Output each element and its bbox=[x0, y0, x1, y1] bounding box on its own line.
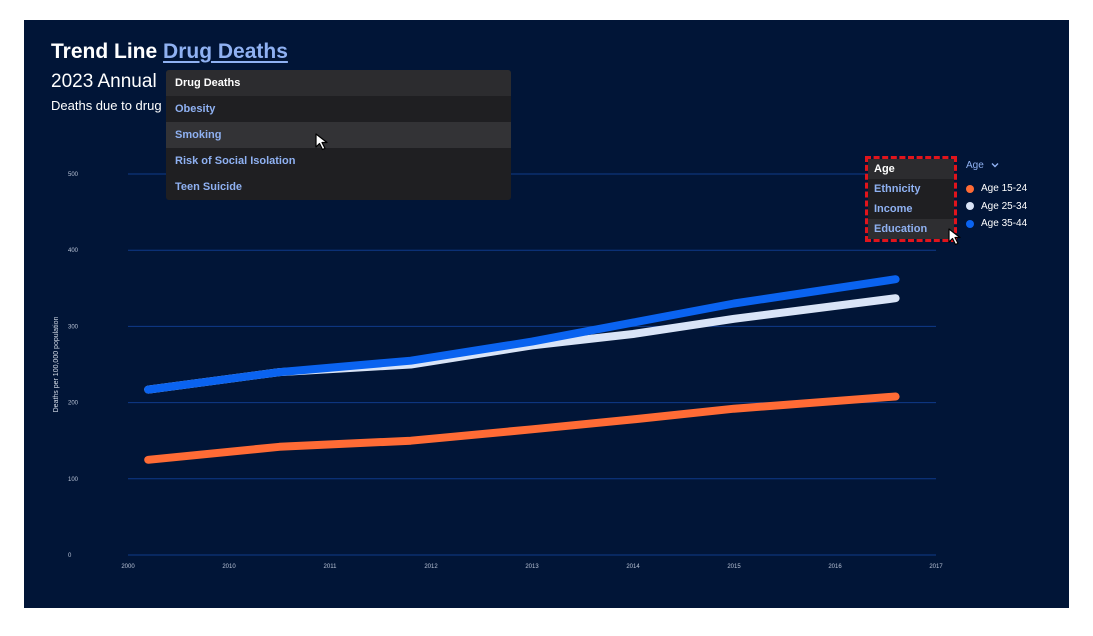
y-tick-label: 0 bbox=[68, 553, 72, 559]
y-tick-label: 300 bbox=[68, 324, 79, 330]
x-tick-label: 2014 bbox=[626, 564, 640, 570]
chart-description: Deaths due to drug bbox=[51, 98, 162, 113]
mouse-pointer-icon bbox=[948, 228, 961, 246]
x-tick-label: 2011 bbox=[324, 564, 338, 570]
y-tick-label: 100 bbox=[68, 477, 79, 483]
legend-label: Age 35-44 bbox=[981, 218, 1028, 230]
series-line-age-15-24 bbox=[144, 392, 900, 464]
x-tick-label: 2016 bbox=[828, 564, 842, 570]
mouse-pointer-icon bbox=[315, 133, 328, 151]
topic-option-drug-deaths[interactable]: Drug Deaths bbox=[166, 70, 511, 96]
topic-option-teen-suicide[interactable]: Teen Suicide bbox=[175, 181, 243, 193]
topic-dropdown-menu: Drug Deaths Obesity Smoking Risk of Soci… bbox=[166, 70, 511, 200]
legend-label: Age 25-34 bbox=[981, 200, 1028, 212]
x-tick-label: 2015 bbox=[727, 564, 741, 570]
chart-legend: Age 15-24 Age 25-34 Age 35-44 bbox=[966, 180, 1027, 233]
x-tick-label: 2013 bbox=[525, 564, 539, 570]
legend-swatch bbox=[966, 184, 974, 193]
topic-selector-link[interactable]: Drug Deaths bbox=[163, 40, 288, 63]
breakdown-option-income[interactable]: Income bbox=[874, 203, 913, 215]
title-prefix: Trend Line bbox=[51, 40, 158, 63]
breakdown-option-education[interactable]: Education bbox=[868, 219, 954, 239]
breakdown-option-ethnicity[interactable]: Ethnicity bbox=[874, 183, 921, 195]
chevron-down-icon bbox=[991, 163, 999, 168]
topic-option-obesity[interactable]: Obesity bbox=[175, 103, 216, 115]
page-title: Trend Line Drug Deaths bbox=[51, 40, 288, 64]
y-tick-label: 200 bbox=[68, 401, 79, 407]
y-axis-label: Deaths per 100,000 population bbox=[53, 317, 60, 413]
y-tick-label: 500 bbox=[68, 172, 79, 178]
x-tick-label: 2000 bbox=[121, 564, 135, 570]
x-tick-label: 2010 bbox=[222, 564, 236, 570]
series-line-age-35-44 bbox=[144, 275, 900, 394]
legend-item-age-15-24[interactable]: Age 15-24 bbox=[966, 180, 1027, 198]
breakdown-dropdown-menu: Age Ethnicity Income Education bbox=[865, 156, 957, 242]
breakdown-option-age[interactable]: Age bbox=[868, 159, 954, 179]
chart-panel: Trend Line Drug Deaths 2023 Annual Death… bbox=[24, 20, 1069, 608]
x-tick-label: 2012 bbox=[424, 564, 438, 570]
legend-breakdown-toggle[interactable]: Age bbox=[966, 160, 999, 171]
topic-option-smoking[interactable]: Smoking bbox=[166, 122, 511, 148]
legend-label: Age 15-24 bbox=[981, 183, 1028, 195]
y-tick-label: 400 bbox=[68, 248, 79, 254]
legend-swatch bbox=[966, 202, 974, 211]
legend-item-age-35-44[interactable]: Age 35-44 bbox=[966, 215, 1027, 233]
legend-item-age-25-34[interactable]: Age 25-34 bbox=[966, 198, 1027, 216]
page-subtitle: 2023 Annual bbox=[51, 71, 157, 92]
legend-swatch bbox=[966, 219, 974, 228]
legend-toggle-label: Age bbox=[966, 160, 984, 171]
x-tick-label: 2017 bbox=[929, 564, 943, 570]
topic-option-social-isolation[interactable]: Risk of Social Isolation bbox=[175, 155, 296, 167]
